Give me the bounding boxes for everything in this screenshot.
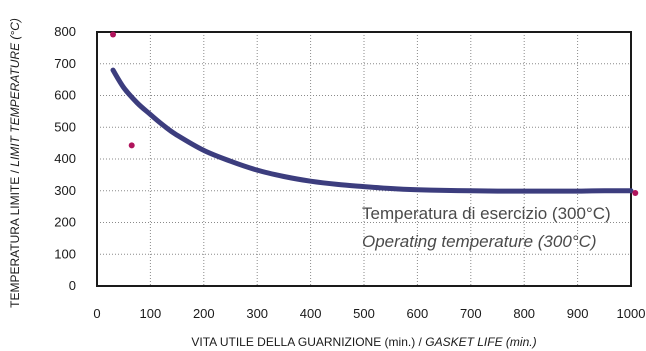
y-axis-label: TEMPERATURA LIMITE / LIMIT TEMPERATURE (… [8,18,22,308]
annotation-line-1: Temperatura di esercizio (300°C) [362,204,611,223]
y-axis-ticks: 0 100 200 300 400 500 600 700 800 [54,24,76,293]
y-tick-label: 500 [54,119,76,134]
y-tick-label: 0 [69,278,76,293]
y-tick-label: 600 [54,88,76,103]
y-tick-label: 100 [54,246,76,261]
x-tick-label: 400 [300,306,322,321]
x-tick-label: 100 [140,306,162,321]
annotation-line-2: Operating temperature (300°C) [362,232,597,251]
x-tick-label: 0 [93,306,100,321]
x-tick-label: 800 [513,306,535,321]
data-point [110,31,117,38]
x-tick-label: 600 [407,306,429,321]
y-tick-label: 200 [54,215,76,230]
x-tick-label: 300 [246,306,268,321]
x-tick-label: 900 [567,306,589,321]
x-axis-label: VITA UTILE DELLA GUARNIZIONE (min.) / GA… [191,335,536,349]
y-tick-label: 800 [54,24,76,39]
series-layer [110,67,634,194]
y-tick-label: 700 [54,56,76,71]
x-tick-label: 1000 [617,306,646,321]
x-axis-ticks: 0 100 200 300 400 500 600 700 800 900 1000 [93,306,645,321]
y-tick-label: 300 [54,183,76,198]
series-line [110,67,634,194]
grid [97,32,631,286]
plot-frame [96,31,632,287]
data-point [632,189,639,196]
data-point [128,142,135,149]
points-layer [110,31,639,196]
x-tick-label: 500 [353,306,375,321]
x-tick-label: 200 [193,306,215,321]
y-tick-label: 400 [54,151,76,166]
x-tick-label: 700 [460,306,482,321]
